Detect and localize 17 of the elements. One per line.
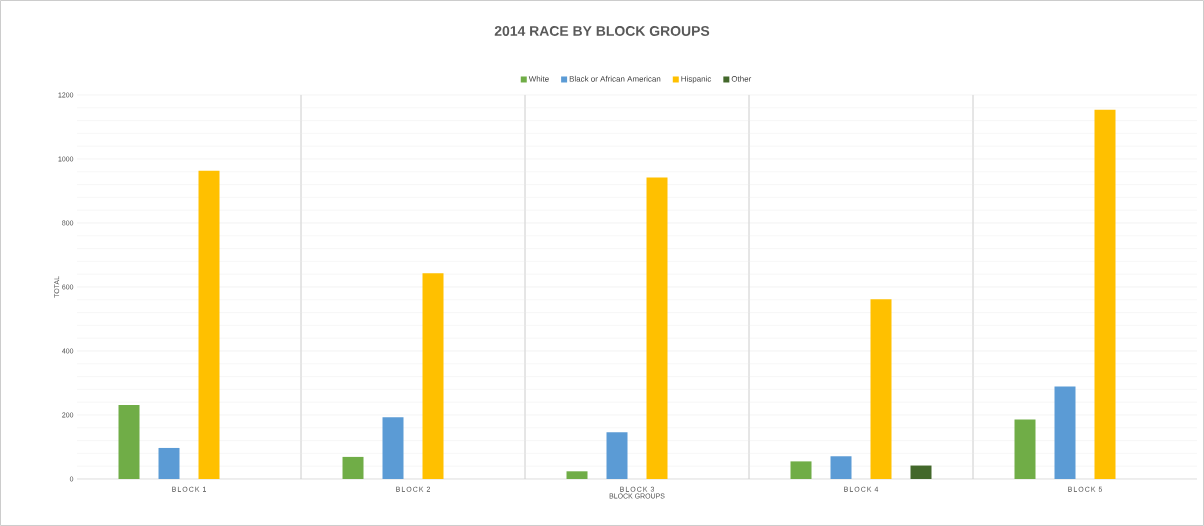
bar — [198, 170, 220, 479]
bar — [1094, 109, 1116, 479]
bar — [870, 299, 892, 479]
bar — [158, 447, 180, 479]
bar — [342, 456, 364, 479]
bar — [118, 405, 140, 479]
bar — [830, 456, 852, 479]
bar — [1054, 386, 1076, 479]
bar — [606, 432, 628, 479]
bar — [382, 417, 404, 479]
bar — [1014, 419, 1036, 479]
chart-title: 2014 RACE BY BLOCK GROUPS — [494, 26, 710, 36]
bar — [910, 465, 932, 479]
bar — [422, 273, 444, 479]
bar — [566, 471, 588, 479]
bar — [646, 177, 668, 479]
bar — [790, 461, 812, 479]
